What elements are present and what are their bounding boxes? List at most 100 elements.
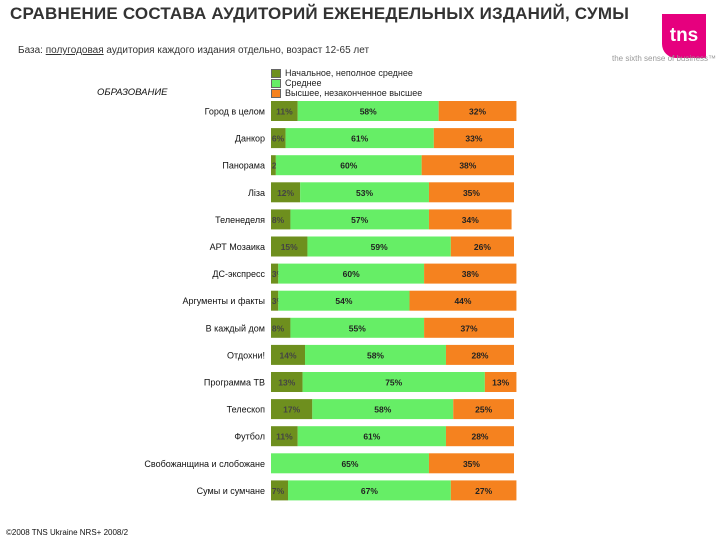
bar-segment — [450, 480, 517, 501]
data-label: 13% — [492, 378, 509, 388]
bar-segment — [297, 426, 446, 447]
bar-segment — [307, 236, 451, 257]
data-label: 14% — [280, 350, 297, 360]
legend-item-higher: Высшее, незаконченное высшее — [271, 88, 422, 98]
logo-mark: tns — [662, 14, 706, 58]
bar-segment — [438, 101, 517, 121]
bar-segment — [271, 317, 291, 338]
bar-segment — [450, 236, 514, 257]
bar-segment — [288, 480, 451, 501]
bar-segment — [271, 290, 279, 311]
base-suffix: аудитория каждого издания отдельно, возр… — [103, 45, 370, 56]
category-label: Телескоп — [227, 405, 265, 415]
data-label: 53% — [356, 188, 373, 198]
data-label: 12% — [277, 188, 294, 198]
data-label: 32% — [469, 107, 486, 117]
data-label: 11% — [276, 432, 293, 442]
bar-segment — [275, 155, 422, 176]
base-note: База: полугодовая аудитория каждого изда… — [18, 45, 369, 56]
bar-segment — [428, 182, 514, 203]
data-label: 58% — [374, 405, 391, 415]
bar-segment — [271, 480, 289, 501]
bar-segment — [290, 317, 425, 338]
base-underlined: полугодовая — [45, 45, 104, 56]
bar-segment — [271, 128, 286, 149]
page-title: СРАВНЕНИЕ СОСТАВА АУДИТОРИЙ ЕЖЕНЕДЕЛЬНЫХ… — [10, 4, 630, 23]
data-label: 67% — [361, 486, 378, 496]
bar-segment — [453, 399, 514, 420]
bar-segment — [271, 101, 298, 121]
bar-segment — [285, 128, 434, 149]
bar-segment — [433, 128, 514, 149]
bar-segment — [271, 453, 429, 474]
bar-segment — [421, 155, 514, 176]
data-label: 60% — [343, 269, 360, 279]
category-label: Свобожанщина и слобожане — [144, 459, 265, 469]
bar-segment — [271, 426, 298, 447]
bar-segment — [302, 372, 485, 392]
bar-segment — [445, 426, 514, 447]
data-label: 27% — [475, 486, 492, 496]
data-label: 65% — [341, 459, 358, 469]
category-label: Отдохни! — [227, 350, 265, 360]
bar-segment — [300, 182, 429, 203]
category-label: Программа ТВ — [204, 378, 265, 388]
data-label: 34% — [462, 215, 479, 225]
logo-tagline: the sixth sense of business™ — [612, 54, 717, 63]
bar-segment — [428, 209, 512, 230]
data-label: 55% — [349, 323, 366, 333]
bar-segment — [271, 182, 301, 203]
bar-segment — [278, 290, 410, 311]
data-label: 7% — [272, 486, 285, 496]
category-label: Теленеделя — [215, 215, 265, 225]
chart-subtitle: ОБРАЗОВАНИЕ — [97, 87, 168, 98]
data-label: 38% — [459, 161, 476, 171]
bar-segment — [445, 344, 514, 365]
data-label: 17% — [283, 405, 300, 415]
data-label: 6% — [272, 134, 285, 144]
bar-segment — [409, 290, 517, 311]
data-label: 3% — [272, 269, 285, 279]
data-label: 15% — [281, 242, 298, 252]
bar-segment — [484, 372, 517, 392]
legend-label-primary: Начальное, неполное среднее — [285, 68, 413, 78]
data-label: 35% — [463, 459, 480, 469]
data-label: 54% — [335, 296, 352, 306]
bar-segment — [271, 399, 313, 420]
legend-label-higher: Высшее, незаконченное высшее — [285, 88, 423, 98]
bar-segment — [297, 101, 439, 121]
category-label: Город в целом — [205, 107, 265, 117]
bar-segment — [271, 372, 303, 392]
bar-segment — [312, 399, 454, 420]
legend-item-secondary: Среднее — [271, 78, 422, 88]
data-label: 33% — [465, 134, 482, 144]
legend-swatch-secondary — [271, 78, 281, 88]
bar-segment — [305, 344, 446, 365]
data-label: 3% — [272, 296, 285, 306]
chart-legend: Начальное, неполное среднее Среднее Высш… — [271, 68, 422, 98]
data-label: 38% — [462, 269, 479, 279]
data-label: 28% — [471, 350, 488, 360]
bar-segment — [424, 317, 514, 338]
bar-segment — [271, 155, 276, 176]
data-label: 35% — [463, 188, 480, 198]
data-label: 58% — [367, 350, 384, 360]
category-label: В каждый дом — [206, 323, 265, 333]
legend-label-secondary: Среднее — [285, 78, 322, 88]
data-label: 13% — [278, 378, 295, 388]
bar-segment — [271, 344, 306, 365]
data-label: 28% — [471, 432, 488, 442]
data-label: 44% — [454, 296, 471, 306]
data-label: 58% — [360, 107, 377, 117]
bar-segment — [271, 236, 308, 257]
data-label: 26% — [474, 242, 491, 252]
data-label: 11% — [276, 107, 293, 117]
bar-segment — [290, 209, 429, 230]
base-prefix: База: — [18, 45, 46, 56]
category-label: Ліза — [248, 188, 265, 198]
category-label: Панорама — [222, 161, 265, 171]
legend-swatch-higher — [271, 88, 281, 98]
bar-segment — [428, 453, 514, 474]
bar-segment — [424, 263, 517, 284]
